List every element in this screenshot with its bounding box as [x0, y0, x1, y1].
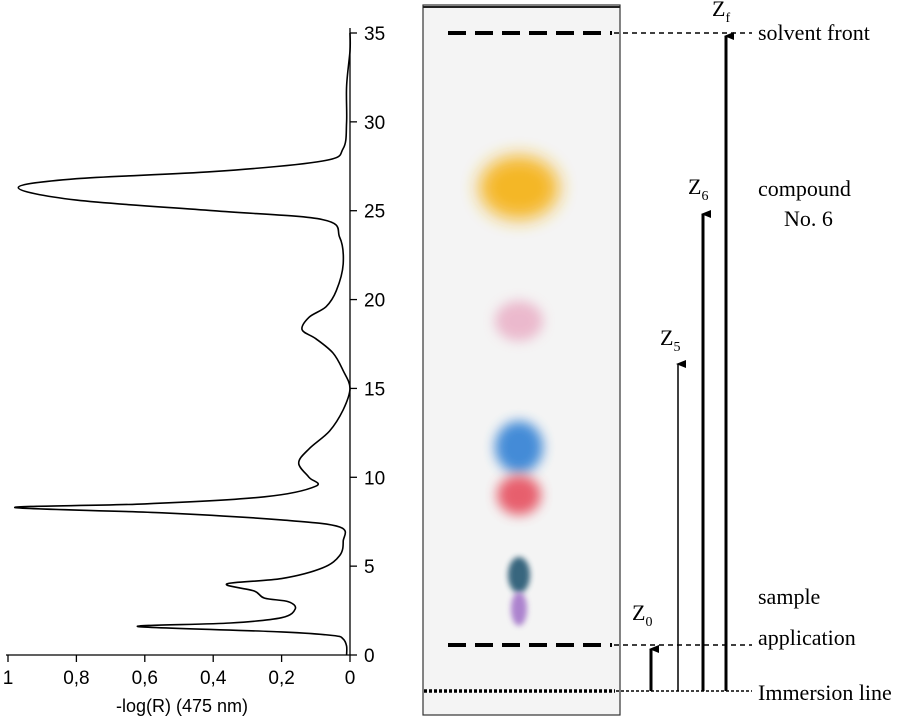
compound-spot	[508, 557, 530, 594]
z5-label: Z5	[660, 325, 680, 355]
x-tick-label: 0,8	[63, 668, 89, 689]
x-tick-label: 0	[345, 668, 356, 689]
compound-spot	[495, 300, 543, 341]
compound-spot	[495, 421, 543, 474]
y-tick-label: 15	[364, 379, 385, 400]
plate-spots	[479, 155, 559, 626]
sample-label-line2: application	[758, 625, 856, 650]
chart-axes	[6, 28, 351, 656]
y-tick-label: 0	[364, 646, 375, 667]
x-tick-label: 0,6	[132, 668, 158, 689]
sample-label-line1: sample	[758, 584, 820, 609]
absorbance-curve	[13, 32, 352, 656]
densitogram-chart: 0 5 10 15 20 25 30 35 1 0,8 0,6 0,4 0,2 0 -log(R) (4…	[3, 24, 385, 716]
compound-spot	[511, 591, 527, 626]
tlc-plate	[422, 4, 621, 716]
x-tick-label: 0,2	[268, 668, 294, 689]
y-axis-ticks: 0 5 10 15 20 25 30 35	[350, 24, 385, 667]
distance-arrows	[649, 32, 734, 691]
compound-spot	[479, 155, 559, 220]
z0-label: Z0	[632, 600, 652, 630]
x-axis-label: -log(R) (475 nm)	[116, 696, 248, 716]
y-tick-label: 20	[364, 291, 385, 312]
y-tick-label: 35	[364, 24, 385, 45]
y-tick-label: 10	[364, 468, 385, 489]
immersion-label: Immersion line	[758, 680, 892, 705]
x-tick-label: 0,4	[200, 668, 227, 689]
solvent-front-label: solvent front	[758, 20, 870, 45]
x-axis-ticks: 1 0,8 0,6 0,4 0,2 0	[3, 655, 356, 689]
y-tick-label: 5	[364, 557, 375, 578]
annotation-labels: solvent front compound No. 6 sample appl…	[758, 20, 892, 705]
x-tick-label: 1	[3, 668, 14, 689]
y-tick-label: 25	[364, 202, 385, 223]
compound-label-line2: No. 6	[784, 206, 833, 231]
z-labels: Zf Z6 Z5 Z0	[632, 0, 730, 630]
zf-label: Zf	[712, 0, 730, 26]
z6-label: Z6	[688, 174, 708, 204]
y-tick-label: 30	[364, 113, 385, 134]
reference-lines	[424, 31, 752, 693]
compound-spot	[497, 475, 541, 516]
compound-label-line1: compound	[758, 176, 851, 201]
